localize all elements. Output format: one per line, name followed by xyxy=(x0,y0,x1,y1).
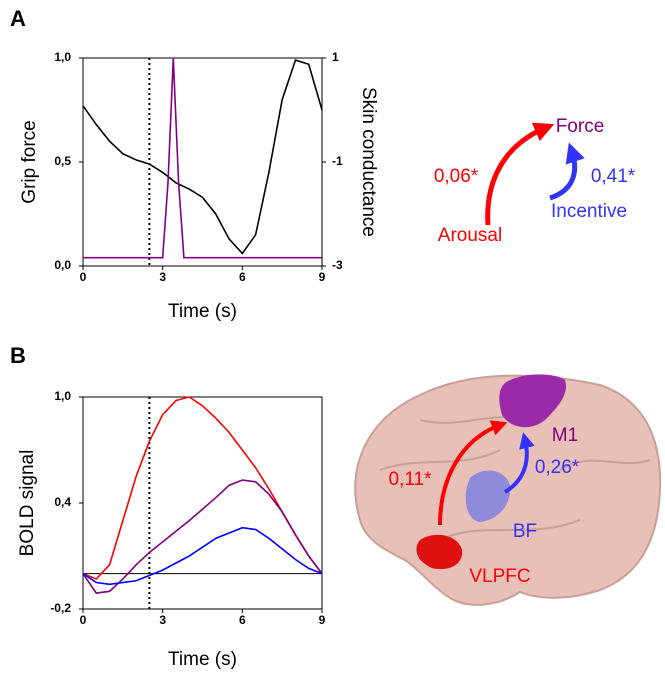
arrow xyxy=(438,420,508,526)
bf-region xyxy=(465,470,511,522)
x-tick-label: 3 xyxy=(159,613,166,627)
y2-axis-label: Skin conductance xyxy=(358,87,379,237)
coef-label: 0,06* xyxy=(434,166,479,187)
region-label: BF xyxy=(513,521,537,542)
x-tick-label: 3 xyxy=(159,270,166,284)
y-tick-label: 0,4 xyxy=(54,495,71,509)
arrow xyxy=(549,142,585,201)
coef-label: 0,41* xyxy=(591,166,636,187)
y2-tick-label: 1 xyxy=(332,50,339,64)
y2-tick-label: -3 xyxy=(332,258,343,272)
y2-tick-label: -1 xyxy=(332,154,343,168)
series-line xyxy=(82,59,323,255)
region-label: VLPFC xyxy=(469,566,530,587)
x-tick-label: 0 xyxy=(80,270,87,284)
coef-label: 0,11* xyxy=(389,469,433,490)
y-axis-label: BOLD signal xyxy=(17,450,38,557)
m1-region xyxy=(499,374,566,428)
sulci xyxy=(379,416,651,541)
y-tick-label: 1,0 xyxy=(54,50,71,64)
x-tick-label: 9 xyxy=(319,270,326,284)
panel-label: B xyxy=(10,343,26,368)
arrow xyxy=(485,122,555,226)
x-axis-label: Time (s) xyxy=(168,649,237,670)
y-tick-label: 0,0 xyxy=(54,258,71,272)
series-line xyxy=(83,57,322,259)
x-tick-label: 6 xyxy=(239,613,246,627)
series-line xyxy=(82,526,323,586)
x-tick-label: 6 xyxy=(239,270,246,284)
x-tick-label: 9 xyxy=(319,613,326,627)
arrow xyxy=(503,432,535,494)
x-tick-label: 0 xyxy=(80,613,87,627)
node-label: Incentive xyxy=(551,201,627,222)
node-label: Force xyxy=(556,116,605,137)
y-tick-label: 1,0 xyxy=(54,389,71,403)
panel-label: A xyxy=(10,6,26,31)
node-label: Arousal xyxy=(438,225,502,246)
coef-label: 0,26* xyxy=(535,457,580,478)
plot-frame xyxy=(82,396,323,610)
y-tick-label: 0,5 xyxy=(54,154,71,168)
region-label: M1 xyxy=(552,425,578,446)
y-tick-label: -0,2 xyxy=(50,601,71,615)
x-axis-label: Time (s) xyxy=(168,301,237,322)
vlpfc-region xyxy=(416,534,463,570)
y-axis-label: Grip force xyxy=(19,120,40,203)
